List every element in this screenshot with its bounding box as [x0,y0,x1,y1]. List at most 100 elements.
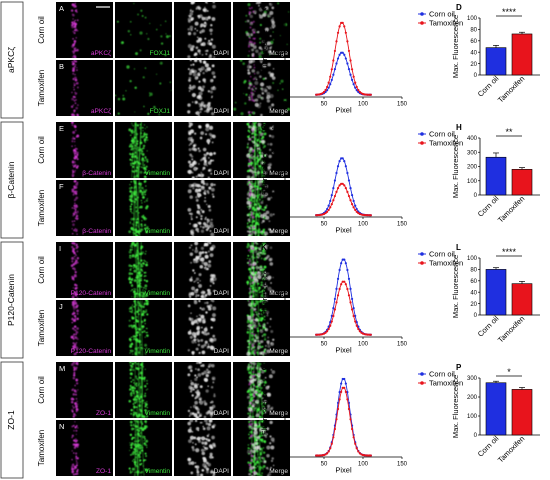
condition-label: Corn oil [37,376,46,404]
y-axis-label: Fluorescence [260,150,269,195]
x-tick-label: 150 [397,102,408,108]
condition-cell [25,300,53,356]
legend-label: Tamoxifen [429,259,463,268]
panel-letter: J [59,302,63,311]
panel-letter: K [261,243,267,252]
channel-label-merge: Merge [269,348,288,355]
channel-label-stain: aPKCζ [91,108,111,115]
micrograph-marker: FOXJ1 [115,60,172,116]
legend-label: Corn oil [429,370,455,379]
group-label: β-Catenin [6,161,16,198]
x-tick-label: 0 [283,342,287,348]
micrograph-dapi: DAPI [174,420,231,476]
channel-label-stain: β-Catenin [82,170,111,177]
micrograph-marker: Vimentin [115,122,172,178]
panel-letter: H [456,123,462,132]
y-axis-label: Fluorescence [260,30,269,75]
x-axis-label: Pixel [335,346,352,355]
chart-panels: C 0 20 40 60 80 0 50 100 150 Pixel Fluorescence Corn… [260,3,540,475]
x-tick-label: Corn oil [476,434,501,459]
y-tick-label: 0 [474,73,478,79]
y-tick-label: 100 [467,414,478,420]
legend-label: Tamoxifen [429,19,463,28]
y-tick-label: 0 [474,313,478,319]
y-tick-label: 0 [474,433,478,439]
micrograph-merge: Merge [233,60,290,116]
micrograph-marker: Vimentin [115,180,172,236]
series-line [316,52,371,96]
y-tick-label: 20 [470,62,477,68]
channel-label-merge: Merge [269,50,288,57]
y-tick-label: 0 [279,95,283,101]
channel-label-marker: Vimentin [144,290,170,297]
y-tick-label: 200 [272,396,283,402]
x-tick-label: 100 [358,342,369,348]
panel-letter: P [456,363,462,372]
legend-label: Corn oil [429,250,455,259]
condition-cell [25,242,53,298]
x-tick-label: 100 [358,462,369,468]
y-tick-label: 60 [470,279,477,285]
channel-label-merge: Merge [269,468,288,475]
y-tick-label: 40 [470,50,477,56]
x-tick-label: 100 [358,102,369,108]
panel-letter: B [59,62,64,71]
channel-label-marker: Vimentin [144,468,170,475]
y-tick-label: 80 [470,28,477,34]
legend-label: Tamoxifen [429,379,463,388]
significance-stars: **** [502,247,517,257]
condition-label: Corn oil [37,16,46,44]
panel-letter: G [261,123,267,132]
y-tick-label: 20 [275,73,282,79]
micrograph-stain: β-Catenin F [56,180,113,236]
bar-chart: H 0 100 200 300 400 Max. Fluorescence Corn oilT… [451,123,540,225]
y-tick-label: 200 [467,165,478,171]
panel-letter: L [456,243,461,252]
legend-marker [420,12,424,16]
legend-label: Corn oil [429,130,455,139]
x-axis-label: Pixel [335,226,352,235]
condition-cell [25,122,53,178]
condition-cell [25,362,53,418]
condition-label: Corn oil [37,256,46,284]
group-frame [0,241,24,359]
micrograph-marker: Vimentin [115,362,172,418]
y-axis-label: Max. Fluorescence [451,15,460,78]
significance-stars: **** [502,7,517,17]
channel-label-merge: Merge [269,290,288,297]
y-tick-label: 40 [275,291,282,297]
legend-marker [420,381,424,385]
bar-chart: L 0 20 40 60 80 100 Max. Fluorescence Corn oilTa… [451,243,540,345]
y-axis-label: Max. Fluorescence [451,135,460,198]
micrograph-marker: FOXJ1 [115,2,172,58]
y-tick-label: 200 [467,395,478,401]
y-tick-label: 100 [467,16,478,22]
y-tick-label: 20 [470,302,477,308]
micrograph-merge: Merge [233,420,290,476]
condition-label: Tamoxifen [37,190,46,226]
bar-tamoxifen [511,283,533,316]
panel-letter: I [59,244,61,253]
x-tick-label: 50 [321,222,328,228]
y-tick-label: 80 [275,6,282,12]
condition-cell [25,180,53,236]
x-tick-label: 50 [321,462,328,468]
y-tick-label: 20 [275,313,282,319]
x-tick-label: 100 [358,222,369,228]
panel-letter: D [456,3,462,12]
group-frame [0,1,24,119]
y-tick-label: 0 [279,215,283,221]
micrograph-marker: Vimentin [115,242,172,298]
micrograph-merge: Merge [233,300,290,356]
channel-label-stain: P120-Catenin [71,348,112,355]
series-corn-oil [315,377,372,457]
series-line [316,258,371,336]
panel-letter: M [59,364,65,373]
micrograph-merge: Merge [233,122,290,178]
x-tick-label: Tamoxifen [496,74,527,105]
series-corn-oil [315,51,372,96]
legend-label: Tamoxifen [429,139,463,148]
legend-marker [420,141,424,145]
condition-label: Corn oil [37,136,46,164]
series-tamoxifen [315,21,372,96]
